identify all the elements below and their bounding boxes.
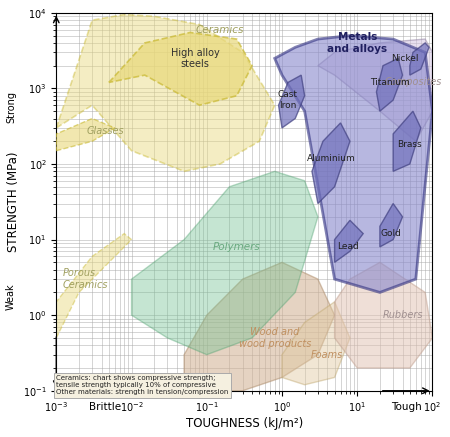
Text: Nickel: Nickel <box>391 54 419 63</box>
Text: Strong: Strong <box>6 91 16 123</box>
Polygon shape <box>279 75 305 128</box>
Polygon shape <box>56 118 115 151</box>
Text: Brass: Brass <box>397 140 422 149</box>
Polygon shape <box>318 39 432 141</box>
Polygon shape <box>56 14 274 171</box>
Text: Polymers: Polymers <box>213 242 261 252</box>
Polygon shape <box>274 35 432 292</box>
Polygon shape <box>109 32 252 105</box>
Text: Porous
Ceramics: Porous Ceramics <box>62 268 108 290</box>
Text: High alloy
steels: High alloy steels <box>171 48 220 69</box>
Polygon shape <box>393 111 421 171</box>
Text: Foams: Foams <box>311 350 343 360</box>
Text: Gold: Gold <box>380 229 401 238</box>
Polygon shape <box>282 302 350 385</box>
Polygon shape <box>312 123 350 204</box>
Text: Ceramics: chart shows compressive strength;
tensile strength typically 10% of co: Ceramics: chart shows compressive streng… <box>56 375 229 395</box>
Text: Rubbers: Rubbers <box>382 310 423 320</box>
Text: Aluminium: Aluminium <box>307 153 356 163</box>
Y-axis label: STRENGTH (MPa): STRENGTH (MPa) <box>7 152 20 252</box>
X-axis label: TOUGHNESS (kJ/m²): TOUGHNESS (kJ/m²) <box>186 417 303 430</box>
Text: Tough: Tough <box>391 402 422 412</box>
Polygon shape <box>56 234 131 338</box>
Text: Weak: Weak <box>6 283 16 309</box>
Polygon shape <box>410 43 429 75</box>
Text: Cast
Iron: Cast Iron <box>278 90 298 110</box>
Polygon shape <box>380 204 403 247</box>
Text: Composites: Composites <box>384 77 441 87</box>
Text: Wood and
wood products: Wood and wood products <box>238 327 311 349</box>
Text: Lead: Lead <box>337 243 359 251</box>
Polygon shape <box>377 59 403 111</box>
Polygon shape <box>335 262 432 368</box>
Text: Ceramics: Ceramics <box>196 24 244 35</box>
Text: Brittle: Brittle <box>90 402 122 412</box>
Polygon shape <box>184 262 335 391</box>
Text: Metals
and alloys: Metals and alloys <box>327 32 387 54</box>
Polygon shape <box>335 220 363 262</box>
Text: Titanium: Titanium <box>370 78 410 87</box>
Polygon shape <box>131 171 318 355</box>
Text: Glasses: Glasses <box>86 126 124 136</box>
